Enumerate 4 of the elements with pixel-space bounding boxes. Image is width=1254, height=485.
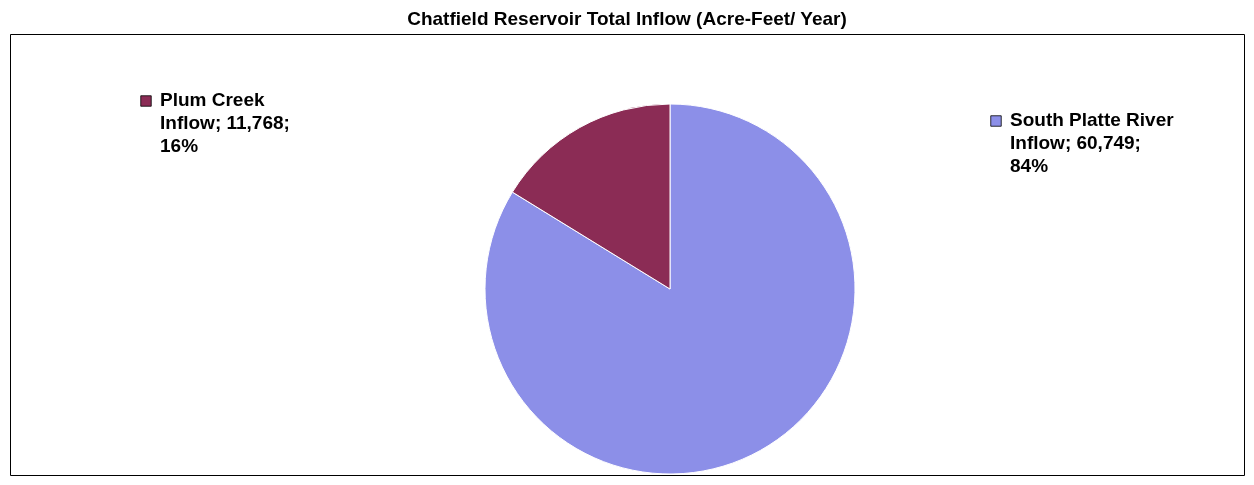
chart-title: Chatfield Reservoir Total Inflow (Acre-Feet/ Year) bbox=[407, 8, 847, 29]
legend-label: South Platte River Inflow; 60,749; 84% bbox=[1010, 109, 1175, 176]
pie-slice bbox=[484, 103, 856, 475]
legend-label: Plum Creek Inflow; 11,768; 16% bbox=[160, 89, 290, 156]
